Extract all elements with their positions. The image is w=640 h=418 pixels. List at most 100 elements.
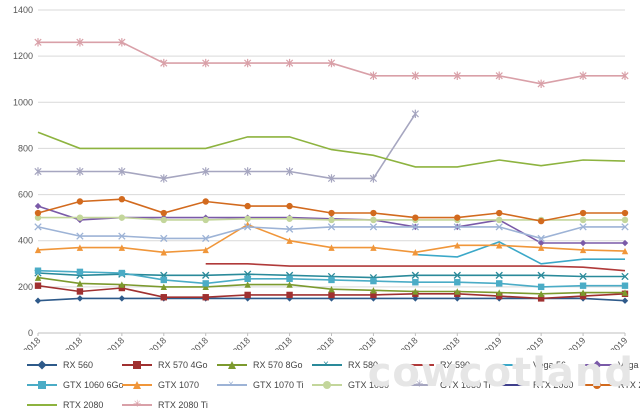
legend-item-rtx-2080: RTX 2080 [27, 400, 103, 410]
watermark-logo: cowcotland [367, 350, 634, 396]
x-tick-label: 25/01/2019 [590, 335, 629, 350]
data-point-rx-570-8go [537, 290, 545, 297]
data-point-rx-570-8go [160, 283, 167, 291]
data-point-gtx-1070-ti [243, 223, 252, 231]
data-point-gtx-1060-6go [621, 282, 629, 289]
legend-label: RX 580 [348, 360, 379, 370]
data-point-rx-570-8go [118, 281, 126, 288]
data-point-rtx-2080-ti [160, 58, 168, 68]
data-point-rx-570-8go [202, 283, 209, 291]
legend-swatch [217, 360, 247, 370]
data-point-gtx-1060-6go [496, 280, 503, 287]
y-tick-label: 1000 [13, 97, 33, 107]
legend-label: Vega 64 [618, 360, 640, 370]
data-point-rtx-2080-ti [327, 58, 336, 68]
data-point-rx-580 [537, 271, 545, 279]
data-point-gtx-1060-6go [118, 269, 126, 277]
data-point-gtx-1080 [76, 214, 84, 221]
data-point-rtx-2080-ti [453, 71, 461, 80]
x-tick-label: 23/11/2018 [214, 335, 252, 350]
data-point-rx-570-4go [328, 291, 335, 299]
data-point-gtx-1070-ti [495, 223, 503, 231]
data-point-rtx-2070 [328, 209, 335, 217]
chart-legend: RX 560 RX 570 4Go RX 570 8Go × RX 580 RX 590 V… [0, 350, 640, 418]
legend-item-rx-570-8go: RX 570 8Go [217, 360, 303, 370]
data-point-rx-580 [202, 271, 210, 279]
data-point-rx-580 [495, 271, 503, 279]
legend-item-rtx-2080-ti: ✳ RTX 2080 Ti [122, 400, 208, 410]
legend-item-gtx-1080: GTX 1080 [312, 380, 389, 390]
data-point-gtx-1070-ti [621, 223, 629, 231]
legend-item-rtx-2070: RTX 2070 [582, 380, 640, 390]
data-point-gtx-1070 [118, 244, 126, 251]
legend-label: RX 560 [63, 360, 94, 370]
legend-item-vega-56: Vega 56 [497, 360, 566, 370]
data-point-gtx-1070-ti [327, 223, 336, 231]
data-point-gtx-1080 [118, 214, 126, 221]
y-tick-label: 0 [28, 328, 33, 338]
data-point-gtx-1070 [76, 244, 84, 251]
data-point-rx-570-8go [621, 289, 629, 296]
data-point-rtx-2070 [579, 209, 587, 217]
data-point-gtx-1060-6go [328, 276, 335, 284]
data-point-gtx-1060-6go [454, 279, 461, 286]
data-point-gtx-1080 [496, 216, 503, 224]
data-point-rtx-2080-ti [285, 58, 294, 68]
data-point-gtx-1060-6go [579, 282, 587, 289]
data-point-gtx-1060-6go [537, 283, 545, 291]
legend-item-gtx-1070: GTX 1070 [122, 380, 199, 390]
legend-item-gtx-1080-ti: ✳ GTX 1080 Ti [404, 380, 491, 390]
x-tick-label: 07/12/2018 [297, 335, 336, 350]
legend-swatch [122, 360, 152, 370]
data-point-gtx-1070 [286, 237, 293, 244]
legend-swatch: × [312, 360, 342, 370]
x-tick-label: 16/11/2018 [172, 335, 210, 350]
data-point-gtx-1080 [370, 216, 377, 224]
x-tick-label: 28/12/2018 [423, 335, 462, 350]
series-line-rtx-2080 [37, 131, 626, 168]
legend-item-gtx-1070-ti: × GTX 1070 Ti [217, 380, 304, 390]
data-point-rtx-2070 [76, 198, 84, 205]
data-point-gtx-1070 [621, 247, 629, 255]
data-point-gtx-1080 [202, 216, 209, 224]
data-point-rx-570-4go [286, 291, 293, 299]
legend-swatch [312, 380, 342, 390]
y-tick-label: 1200 [13, 51, 33, 61]
data-point-rtx-2080-ti [202, 58, 210, 68]
legend-item-vega-64: Vega 64 [582, 360, 640, 370]
data-point-gtx-1080 [160, 216, 167, 224]
legend-label: RTX 2080 Ti [158, 400, 208, 410]
data-point-gtx-1080-ti [327, 174, 336, 183]
legend-label: RTX 2070 [618, 380, 640, 390]
data-point-rtx-2070 [160, 209, 167, 217]
data-point-gtx-1070-ti [34, 223, 42, 231]
legend-swatch [404, 360, 434, 370]
data-point-gtx-1060-6go [34, 267, 42, 274]
legend-swatch [122, 380, 152, 390]
data-point-gtx-1070-ti [76, 232, 84, 240]
series-line-vega-56 [415, 241, 625, 265]
y-tick-label: 200 [18, 282, 33, 292]
data-point-gtx-1080-ti [285, 167, 294, 176]
data-point-rx-560 [118, 295, 126, 302]
x-tick-label: 19/10/2018 [3, 335, 42, 350]
data-point-rx-580 [411, 271, 420, 279]
data-point-gtx-1080 [244, 215, 251, 222]
data-point-rx-570-8go [412, 288, 419, 295]
data-point-rtx-2070 [34, 209, 42, 217]
data-point-rtx-2080-ti [495, 71, 503, 80]
data-point-rtx-2080-ti [34, 38, 42, 47]
line-chart: 0 200 400 600 800 1000 1200 1400 19/10/201826/10… [3, 5, 629, 350]
legend-label: RX 570 8Go [253, 360, 303, 370]
data-point-rtx-2070 [454, 214, 461, 221]
data-point-gtx-1070 [412, 249, 419, 256]
legend-label: GTX 1060 6Go [63, 380, 124, 390]
data-point-gtx-1080-ti [76, 167, 84, 176]
data-point-rtx-2070 [370, 209, 377, 217]
legend-swatch: ✳ [404, 380, 434, 390]
y-tick-label: 600 [18, 190, 33, 200]
data-point-rtx-2080-ti [579, 71, 587, 80]
data-point-gtx-1070-ti [453, 223, 461, 231]
data-point-rx-570-8go [76, 280, 84, 287]
data-point-gtx-1080-ti [118, 167, 126, 176]
